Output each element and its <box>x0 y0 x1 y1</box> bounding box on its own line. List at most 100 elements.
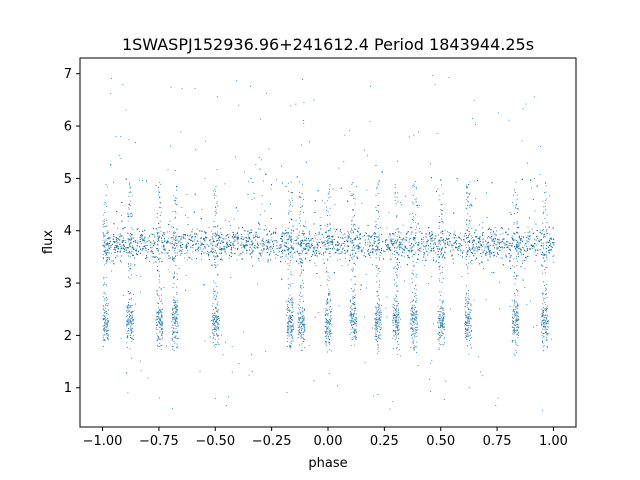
data-point <box>215 236 216 238</box>
data-point <box>178 268 180 270</box>
data-point <box>180 254 181 256</box>
data-point <box>429 246 431 248</box>
data-point <box>220 257 222 259</box>
data-point <box>405 236 407 238</box>
data-point <box>475 243 477 245</box>
data-point <box>405 247 407 249</box>
data-point <box>260 214 262 216</box>
data-point <box>546 245 548 246</box>
data-point <box>289 235 290 237</box>
data-point <box>232 242 234 244</box>
data-point <box>466 252 468 254</box>
data-point <box>156 235 158 237</box>
data-point <box>150 247 152 248</box>
data-point <box>422 249 424 250</box>
data-point <box>221 249 223 251</box>
data-point <box>143 238 145 240</box>
data-point <box>528 248 530 250</box>
data-point <box>245 244 247 246</box>
data-point <box>164 252 166 254</box>
data-point <box>227 244 229 246</box>
data-point <box>402 249 404 250</box>
data-point <box>124 246 125 248</box>
data-point <box>269 259 271 261</box>
data-point <box>482 245 483 247</box>
data-point <box>403 237 405 239</box>
data-point <box>246 237 248 239</box>
data-point <box>470 238 472 240</box>
data-point <box>282 231 284 233</box>
data-point <box>224 219 226 221</box>
data-point <box>376 245 378 247</box>
data-point <box>251 248 253 250</box>
data-point <box>306 239 308 241</box>
data-point <box>234 248 236 250</box>
data-point <box>289 244 291 246</box>
data-point <box>321 241 323 243</box>
data-point <box>262 180 264 182</box>
data-point <box>437 243 439 245</box>
data-point <box>456 247 458 249</box>
data-point <box>269 248 271 250</box>
data-point <box>427 248 429 250</box>
data-point <box>442 239 444 241</box>
data-point <box>167 231 169 233</box>
data-point <box>181 249 183 251</box>
data-point <box>490 232 492 234</box>
data-point <box>233 247 235 248</box>
data-point <box>369 240 371 242</box>
data-point <box>186 246 188 248</box>
data-point <box>278 244 280 246</box>
data-point <box>145 247 147 249</box>
data-point <box>241 233 243 235</box>
data-point <box>281 241 283 242</box>
data-point <box>281 233 283 235</box>
data-point <box>430 250 432 252</box>
data-point <box>316 238 318 240</box>
data-point <box>137 228 139 230</box>
data-point <box>305 239 307 241</box>
data-point <box>469 233 470 235</box>
data-point <box>448 231 450 233</box>
data-point <box>187 250 189 252</box>
data-point <box>315 265 317 267</box>
data-point <box>362 249 364 251</box>
data-point <box>181 250 183 252</box>
data-point <box>221 248 223 250</box>
data-point <box>522 260 524 262</box>
data-point <box>189 239 190 241</box>
data-point <box>104 252 106 254</box>
data-point <box>482 238 484 240</box>
data-point <box>296 242 298 244</box>
data-point <box>289 248 291 250</box>
data-point <box>162 252 164 254</box>
data-point <box>225 235 227 237</box>
data-point <box>410 249 412 251</box>
data-point <box>344 237 346 239</box>
data-point <box>291 251 293 253</box>
data-point <box>168 237 170 239</box>
data-point <box>172 238 174 240</box>
data-point <box>495 255 497 257</box>
data-point <box>426 243 428 245</box>
data-point <box>481 245 483 247</box>
data-point <box>540 239 541 241</box>
data-point <box>208 227 210 229</box>
data-point <box>314 262 316 264</box>
data-point <box>275 257 277 259</box>
data-point <box>453 262 454 264</box>
data-point <box>541 242 543 244</box>
data-point <box>364 244 366 246</box>
data-point <box>472 240 474 242</box>
data-point <box>384 244 386 245</box>
data-point <box>463 249 465 251</box>
data-point <box>178 241 180 243</box>
data-point <box>292 253 294 255</box>
data-point <box>432 239 434 241</box>
data-point <box>317 242 319 244</box>
data-point <box>438 245 440 247</box>
data-point <box>552 247 553 248</box>
data-point <box>124 240 126 242</box>
data-point <box>319 252 321 254</box>
